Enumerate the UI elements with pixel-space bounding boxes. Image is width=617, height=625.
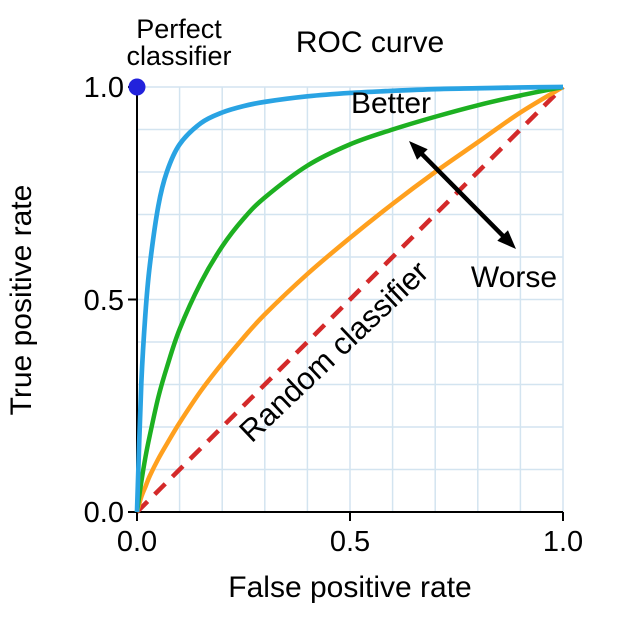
annotation-shapes [128, 78, 516, 249]
chart-title: ROC curve [296, 26, 444, 59]
x-tick-label-0: 0.0 [117, 526, 157, 558]
x-axis-title: False positive rate [228, 571, 471, 604]
perfect-classifier-label-line2: classifier [126, 41, 231, 71]
y-axis-title: True positive rate [5, 185, 38, 416]
roc-curves [134, 84, 565, 514]
perfect-classifier-label-line1: Perfect [136, 14, 222, 44]
y-tick-label-1: 0.5 [84, 285, 124, 317]
arrowhead-worse [497, 230, 516, 249]
perfect-classifier-dot [128, 78, 146, 96]
y-tick-label-0: 0.0 [84, 497, 124, 529]
better-worse-arrow-shaft [416, 148, 509, 242]
x-tick-label-1: 0.5 [330, 526, 370, 558]
curve-good-classifier [134, 84, 564, 513]
curve-excellent-classifier [134, 84, 564, 513]
curve-random-classifier [135, 85, 565, 514]
y-tick-label-2: 1.0 [84, 72, 124, 104]
arrowhead-better [409, 141, 428, 160]
better-label: Better [351, 87, 431, 120]
x-tick-label-2: 1.0 [543, 526, 583, 558]
random-classifier-label: Random classifier [232, 254, 435, 449]
worse-label: Worse [471, 261, 557, 294]
